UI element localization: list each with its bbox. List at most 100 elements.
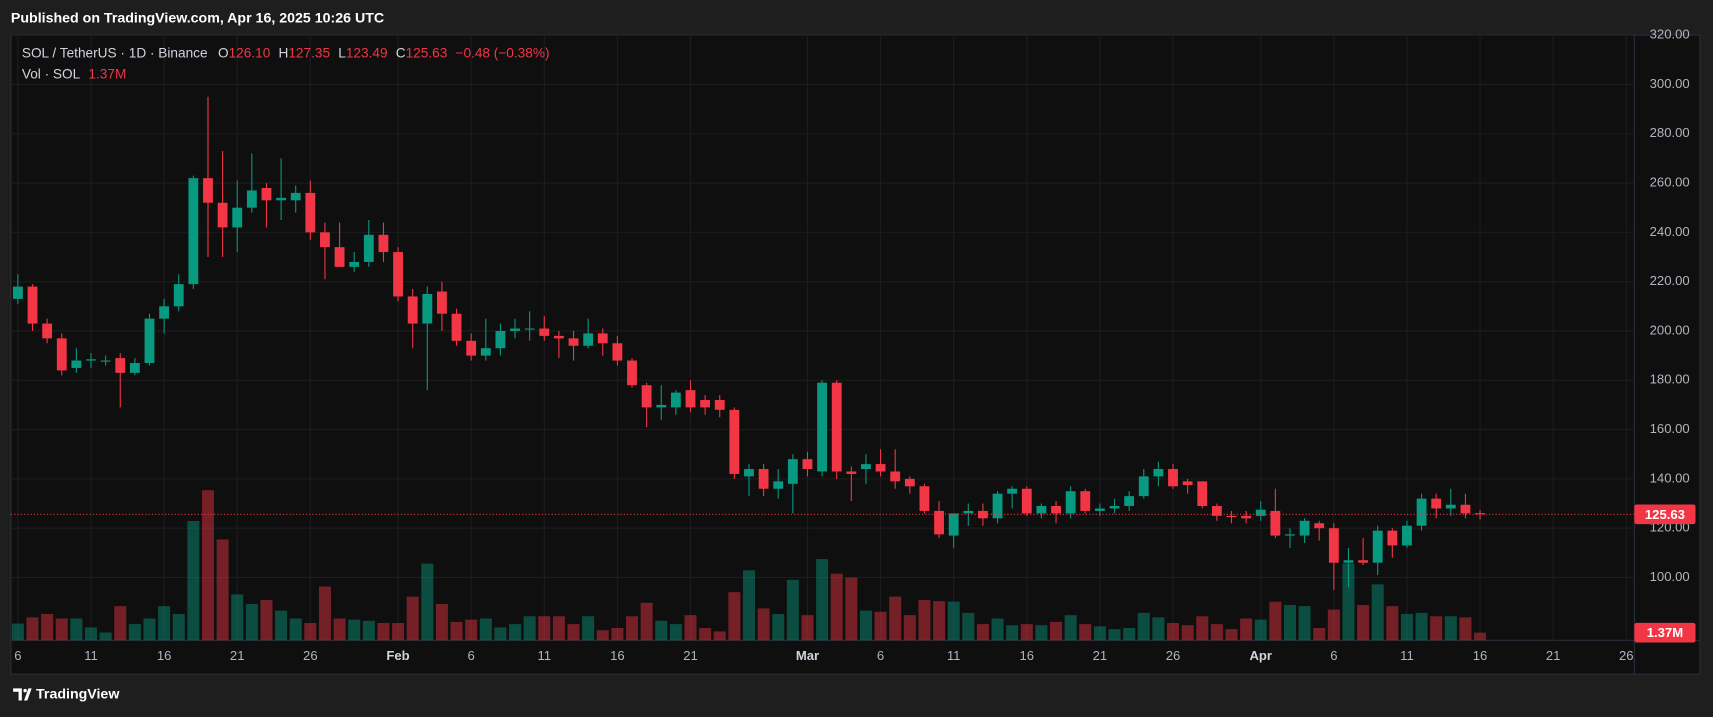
- volume-bar: [304, 622, 317, 641]
- volume-bar: [348, 619, 361, 641]
- x-tick-label: 6: [877, 648, 884, 663]
- volume-value: 1.37M: [88, 66, 126, 81]
- candle-body: [1241, 515, 1252, 519]
- x-tick-label: 11: [947, 648, 961, 663]
- candle-body: [1051, 505, 1061, 514]
- candle-body: [363, 234, 374, 262]
- candle-body: [787, 459, 798, 484]
- volume-bar: [1006, 625, 1019, 641]
- candle-body: [1036, 505, 1047, 514]
- candle-body: [466, 340, 477, 356]
- volume-bar: [1079, 624, 1092, 641]
- volume-name: Vol · SOL: [22, 66, 81, 81]
- legend-change: −0.48 (−0.38%): [455, 45, 549, 60]
- volume-bar: [1459, 617, 1472, 641]
- candle-body: [714, 399, 725, 410]
- x-tick-label: 21: [1093, 648, 1108, 663]
- x-tick-label: 16: [1473, 648, 1488, 663]
- volume-bar: [362, 620, 375, 641]
- y-tick-label: 160.00: [1650, 421, 1690, 436]
- volume-bar: [655, 620, 668, 641]
- candle-body: [802, 459, 813, 470]
- volume-bar: [947, 601, 960, 641]
- brand: TradingView: [36, 687, 120, 703]
- candle-body: [1299, 520, 1310, 536]
- candle-body: [56, 338, 67, 371]
- volume-bar: [1240, 618, 1253, 641]
- volume-bar: [1020, 624, 1033, 641]
- volume-bar: [801, 615, 814, 641]
- candle-body: [612, 343, 623, 361]
- volume-bar: [1400, 614, 1413, 641]
- volume-bar: [201, 490, 214, 641]
- volume-bar: [845, 577, 858, 641]
- volume-bar: [816, 559, 829, 641]
- candle-body: [597, 333, 608, 344]
- volume-bar: [1430, 616, 1443, 641]
- volume-bar: [1152, 617, 1165, 641]
- candle-body: [437, 291, 447, 314]
- candle-body: [1387, 530, 1398, 546]
- volume-bar: [1108, 629, 1121, 641]
- volume-bar: [859, 610, 872, 641]
- candle-body: [144, 318, 155, 364]
- volume-bar: [582, 616, 595, 641]
- volume-bar: [275, 610, 288, 641]
- x-tick-label: 26: [1619, 648, 1634, 663]
- candle-body: [42, 323, 53, 339]
- volume-bar: [684, 615, 697, 641]
- candle-body: [1211, 505, 1222, 516]
- candle-body: [978, 510, 988, 519]
- volume-bar: [1283, 605, 1296, 641]
- candle-body: [407, 296, 418, 324]
- last-price-label: 125.63: [1645, 507, 1685, 522]
- volume-bar: [903, 615, 916, 641]
- candle-body: [232, 207, 243, 228]
- candle-body: [583, 333, 594, 346]
- volume-bar: [786, 579, 799, 641]
- candle-body: [1182, 481, 1193, 486]
- candle-body: [1226, 515, 1237, 518]
- published: Published on TradingView.com, Apr 16, 20…: [11, 10, 384, 26]
- volume-bar: [1357, 605, 1370, 641]
- volume-bar: [1444, 616, 1457, 641]
- brand-icon: [13, 688, 32, 701]
- volume-bar: [1254, 619, 1267, 641]
- volume-bar: [26, 617, 39, 641]
- volume-bar: [933, 601, 946, 641]
- volume-bar: [1064, 615, 1077, 641]
- x-tick-label: 21: [230, 648, 245, 663]
- volume-bar: [874, 611, 887, 641]
- candle-body: [963, 510, 974, 514]
- y-tick-label: 260.00: [1650, 174, 1690, 189]
- volume-bar: [1166, 622, 1180, 641]
- x-tick-label: 11: [1400, 648, 1414, 663]
- volume-bar: [889, 596, 902, 641]
- volume-bar: [962, 612, 975, 641]
- volume-bar: [918, 600, 931, 641]
- volume-bar: [1210, 624, 1223, 641]
- candle-body: [670, 392, 681, 408]
- volume-bar: [1371, 584, 1384, 641]
- volume-bar: [1313, 628, 1326, 641]
- candle-body: [1080, 491, 1091, 511]
- volume-bar: [1386, 606, 1399, 641]
- volume-row: Vol · SOL 1.37M: [22, 66, 126, 81]
- volume-bar: [1269, 601, 1282, 641]
- candle-body: [1065, 491, 1076, 514]
- last-volume-box: [1634, 622, 1696, 643]
- volume-bar: [377, 622, 390, 641]
- volume-bar: [70, 618, 83, 641]
- candle-body: [729, 409, 740, 474]
- volume-bar: [713, 631, 726, 641]
- volume-bar: [84, 627, 98, 641]
- volume-bar: [523, 616, 536, 641]
- x-tick-label: Feb: [386, 648, 409, 663]
- candle-body: [627, 360, 637, 386]
- volume-bar: [406, 596, 419, 641]
- volume-bar: [757, 608, 770, 641]
- y-tick-label: 240.00: [1650, 224, 1690, 239]
- volume-bar: [830, 573, 843, 641]
- volume-bar: [114, 606, 127, 641]
